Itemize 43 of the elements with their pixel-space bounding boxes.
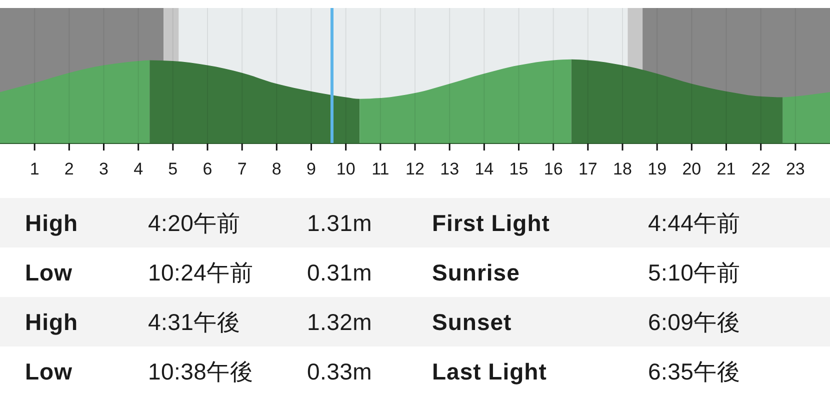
x-tick-label: 6 <box>202 160 212 178</box>
x-tick-label: 18 <box>613 160 632 178</box>
table-cell: 4:31午後 <box>148 308 240 335</box>
x-tick-label: 23 <box>786 160 805 178</box>
table-cell: 10:38午後 <box>148 358 253 384</box>
x-tick-label: 2 <box>64 160 74 178</box>
x-tick-label: 13 <box>440 160 460 178</box>
x-tick-label: 12 <box>406 160 424 178</box>
table-cell: Sunrise <box>432 259 520 286</box>
table-cell: Last Light <box>432 358 547 384</box>
table-cell: 6:35午後 <box>648 358 740 384</box>
x-tick-label: 20 <box>682 160 702 178</box>
x-tick-label: 22 <box>751 160 770 178</box>
x-tick-label: 1 <box>30 160 40 178</box>
x-tick-label: 10 <box>336 160 356 178</box>
table-cell: First Light <box>432 210 550 236</box>
x-tick-label: 21 <box>716 160 736 178</box>
x-tick-label: 16 <box>544 160 563 178</box>
table-cell: 4:44午前 <box>648 210 740 236</box>
table-cell: 0.33m <box>307 358 372 384</box>
table-cell: 1.31m <box>307 210 372 236</box>
x-tick-label: 14 <box>474 160 494 178</box>
table-cell: 0.31m <box>307 259 372 286</box>
x-tick-label: 4 <box>134 160 144 178</box>
table-cell: 4:20午前 <box>148 210 240 236</box>
table-cell: 5:10午前 <box>648 259 740 286</box>
x-tick-label: 19 <box>648 160 667 178</box>
x-tick-label: 3 <box>99 160 108 178</box>
x-tick-label: 9 <box>306 160 316 178</box>
table-cell: 6:09午後 <box>648 308 740 335</box>
x-tick-label: 5 <box>168 160 178 178</box>
x-tick-label: 8 <box>272 160 282 178</box>
table-cell: Sunset <box>432 308 512 335</box>
table-cell: High <box>25 210 78 236</box>
table-cell: Low <box>25 259 72 286</box>
x-tick-label: 17 <box>578 160 598 178</box>
table-cell: Low <box>25 358 72 384</box>
table-cell: High <box>25 308 78 335</box>
x-tick-label: 7 <box>237 160 247 178</box>
table-cell: 10:24午前 <box>148 259 253 286</box>
table-cell: 1.32m <box>307 308 372 335</box>
x-tick-label: 15 <box>509 160 528 178</box>
x-tick-label: 11 <box>372 160 390 178</box>
